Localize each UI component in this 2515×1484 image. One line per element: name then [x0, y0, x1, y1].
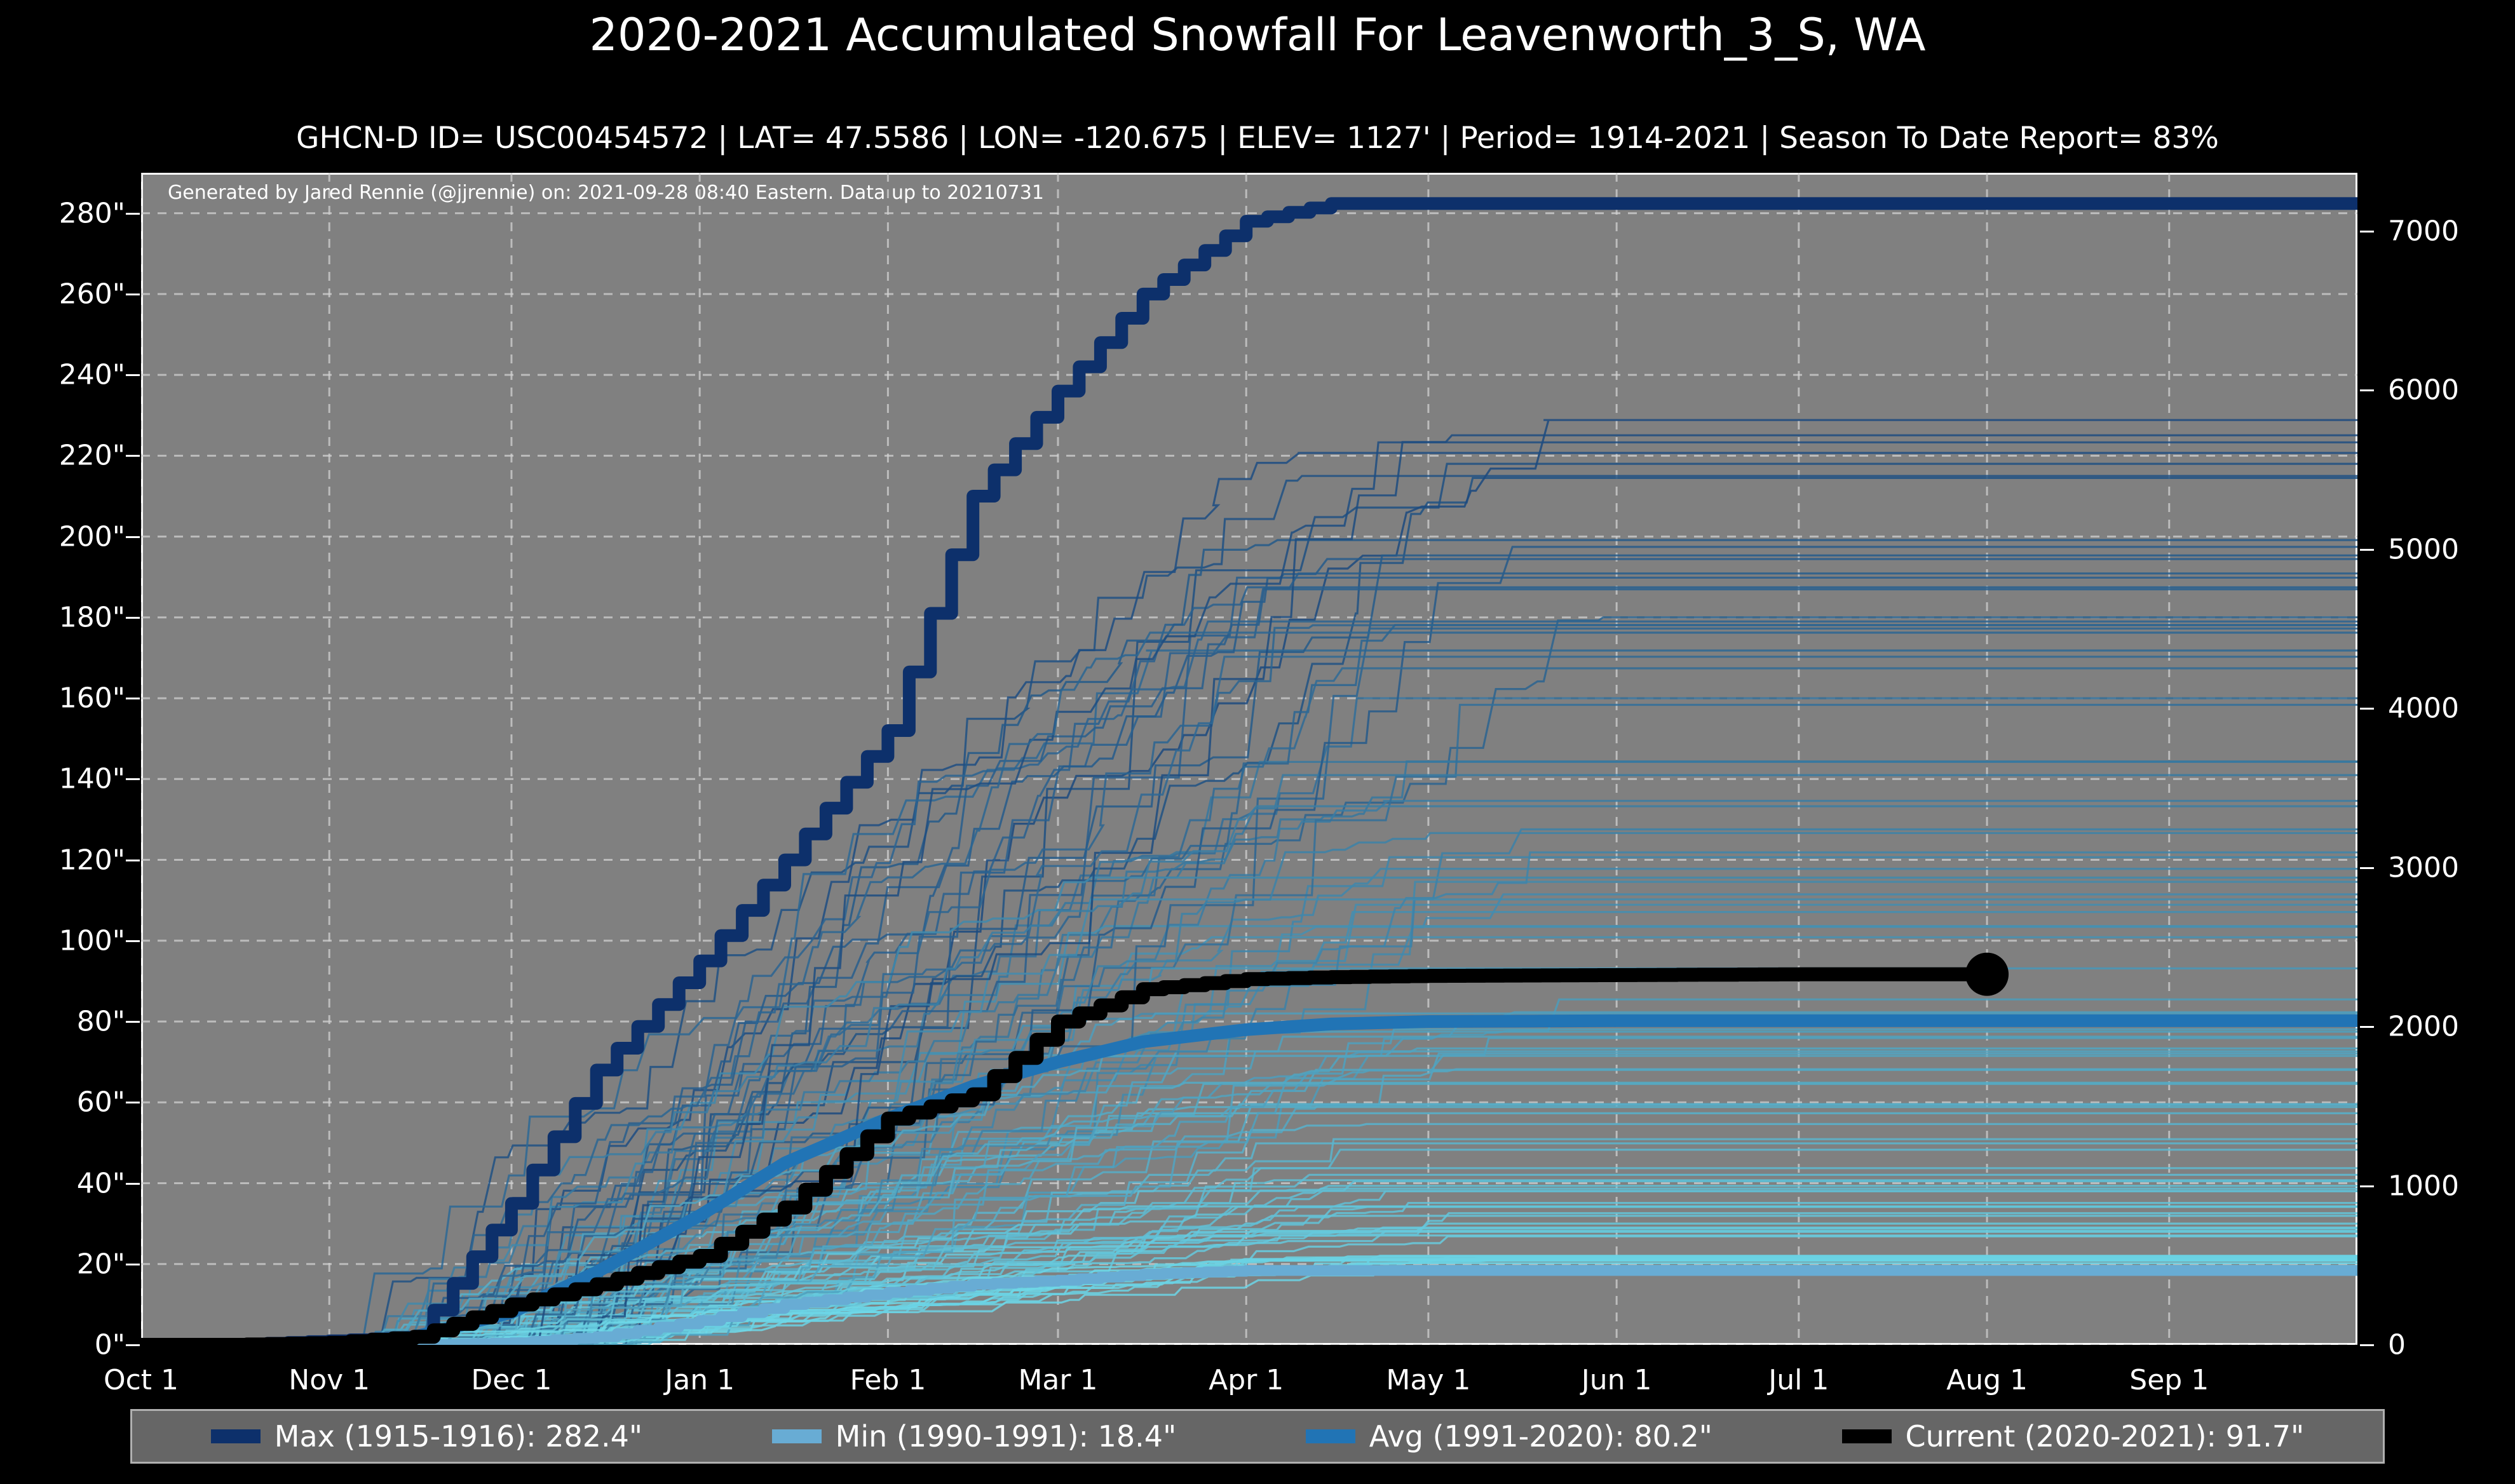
- x-axis-tick: Apr 1: [1209, 1364, 1284, 1396]
- y-axis-left-tickmark: [126, 1021, 140, 1023]
- y-axis-left-tickmark: [126, 859, 140, 861]
- y-axis-left-tickmark: [126, 374, 140, 377]
- page-title: 2020-2021 Accumulated Snowfall For Leave…: [589, 9, 1926, 61]
- series-min-line: [141, 1265, 2357, 1345]
- y-axis-left-tickmark: [126, 536, 140, 538]
- history-trace: [141, 1179, 2357, 1345]
- history-traces-group: [141, 419, 2357, 1345]
- history-trace: [141, 898, 2357, 1345]
- history-trace: [141, 441, 2357, 1345]
- y-axis-left-tickmark: [126, 698, 140, 700]
- history-trace: [141, 572, 2357, 1345]
- credit-text: Generated by Jared Rennie (@jjrennie) on…: [168, 182, 1044, 204]
- y-axis-right-tickmark: [2360, 867, 2374, 869]
- y-axis-right-tick: 1000: [2388, 1170, 2459, 1203]
- y-axis-left-label-host: Accumulated Snowfall (inches): [5, 173, 198, 1345]
- history-trace: [141, 828, 2357, 1345]
- y-axis-left-tickmark: [126, 1182, 140, 1185]
- x-axis-tick: Nov 1: [288, 1364, 370, 1396]
- chart-subtitle: GHCN-D ID= USC00454572 | LAT= 47.5586 | …: [296, 121, 2219, 156]
- y-axis-right-tickmark: [2360, 548, 2374, 551]
- y-axis-left-tickmark: [126, 778, 140, 781]
- legend-label: Max (1915-1916): 282.4": [274, 1419, 643, 1454]
- history-trace: [141, 1055, 2357, 1345]
- chart-legend: Max (1915-1916): 282.4" Min (1990-1991): …: [130, 1409, 2385, 1464]
- y-axis-right-tickmark: [2360, 389, 2374, 392]
- y-axis-right-tick: 5000: [2388, 533, 2459, 566]
- legend-avg[interactable]: Avg (1991-2020): 80.2": [1305, 1419, 1712, 1454]
- legend-swatch-icon: [1305, 1429, 1355, 1443]
- x-axis-tick: Jul 1: [1768, 1364, 1829, 1396]
- y-axis-left-tickmark: [126, 940, 140, 942]
- x-axis-tick: May 1: [1386, 1364, 1471, 1396]
- legend-min[interactable]: Min (1990-1991): 18.4": [771, 1419, 1177, 1454]
- y-axis-right-tickmark: [2360, 1344, 2374, 1346]
- history-trace: [141, 476, 2357, 1345]
- legend-swatch-icon: [1841, 1429, 1892, 1443]
- history-trace: [141, 1112, 2357, 1345]
- history-trace: [141, 1123, 2357, 1345]
- chart-canvas: [141, 173, 2357, 1345]
- y-axis-left-tickmark: [126, 616, 140, 619]
- y-axis-left-tickmark: [126, 455, 140, 457]
- y-axis-right-tick: 2000: [2388, 1010, 2459, 1043]
- y-axis-right-tick: 7000: [2388, 215, 2459, 248]
- legend-swatch-icon: [210, 1429, 261, 1443]
- history-trace: [141, 697, 2357, 1345]
- y-axis-left-tickmark: [126, 1344, 140, 1346]
- history-trace: [141, 1068, 2357, 1345]
- legend-swatch-icon: [771, 1429, 822, 1443]
- x-axis-tick: Feb 1: [850, 1364, 926, 1396]
- x-axis-tick: Oct 1: [103, 1364, 179, 1396]
- history-trace: [141, 1037, 2357, 1345]
- legend-max[interactable]: Max (1915-1916): 282.4": [210, 1419, 643, 1454]
- y-axis-right-tick: 4000: [2388, 692, 2459, 725]
- series-current-line: [141, 967, 1995, 1345]
- y-axis-right-tick: 3000: [2388, 851, 2459, 884]
- y-axis-left-tickmark: [126, 293, 140, 295]
- plot-area: Generated by Jared Rennie (@jjrennie) on…: [141, 173, 2357, 1345]
- history-trace: [141, 656, 2357, 1345]
- legend-label: Avg (1991-2020): 80.2": [1369, 1419, 1712, 1454]
- history-trace: [141, 554, 2357, 1345]
- x-axis-tick: Jan 1: [665, 1364, 735, 1396]
- series-current-end-marker: [1965, 952, 2009, 996]
- legend-label: Current (2020-2021): 91.7": [1905, 1419, 2305, 1454]
- y-axis-right-tickmark: [2360, 1026, 2374, 1029]
- y-axis-left-tickmark: [126, 1263, 140, 1265]
- legend-current[interactable]: Current (2020-2021): 91.7": [1841, 1419, 2305, 1454]
- history-trace: [141, 1035, 2357, 1345]
- y-axis-right-tickmark: [2360, 230, 2374, 233]
- legend-label: Min (1990-1991): 18.4": [835, 1419, 1177, 1454]
- x-axis-tick: Dec 1: [471, 1364, 552, 1396]
- history-trace: [141, 649, 2357, 1345]
- y-axis-right-tickmark: [2360, 708, 2374, 710]
- series-max-line: [141, 197, 2357, 1345]
- x-axis-tick: Sep 1: [2129, 1364, 2209, 1396]
- history-trace: [141, 880, 2357, 1345]
- history-trace: [141, 434, 2357, 1345]
- history-trace: [141, 475, 2357, 1345]
- history-trace: [141, 419, 2357, 1345]
- history-trace: [141, 851, 2357, 1345]
- x-axis-tick: Jun 1: [1581, 1364, 1652, 1396]
- x-axis-tick: Mar 1: [1018, 1364, 1098, 1396]
- y-axis-left-tickmark: [126, 212, 140, 215]
- y-axis-left-tickmark: [126, 1102, 140, 1104]
- y-axis-right-tick: 6000: [2388, 374, 2459, 407]
- x-axis-tick: Aug 1: [1946, 1364, 2028, 1396]
- y-axis-right-tickmark: [2360, 1185, 2374, 1187]
- history-trace: [141, 1052, 2357, 1345]
- y-axis-right-label-host: Accumulated Snowfall (mm): [2465, 173, 2504, 1345]
- y-axis-right-tick: 0: [2388, 1328, 2406, 1361]
- history-trace: [141, 586, 2357, 1345]
